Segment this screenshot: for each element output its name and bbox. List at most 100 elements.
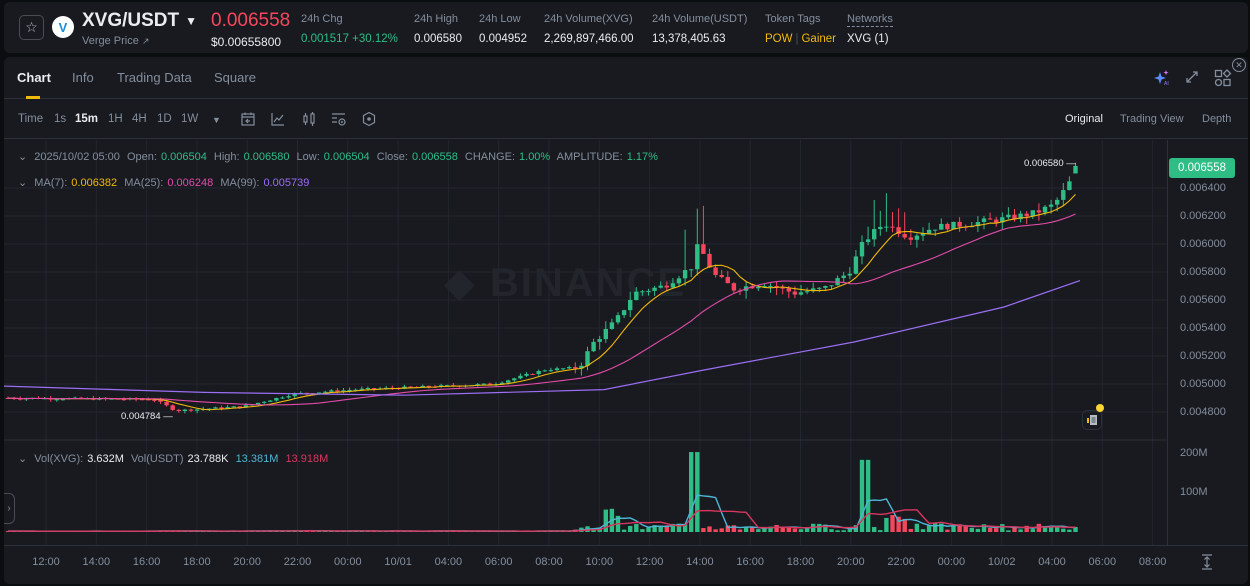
active-tab-indicator: [26, 96, 40, 99]
time-tick: 04:00: [434, 556, 463, 568]
price-tick: 0.005200: [1180, 350, 1226, 362]
svg-text:AI: AI: [1164, 81, 1169, 87]
time-tick: 10:00: [585, 556, 614, 568]
tag-pow[interactable]: POW: [765, 33, 793, 45]
time-tick: 10/01: [384, 556, 412, 568]
current-price-tag: 0.006558: [1169, 158, 1235, 178]
price-tick: 0.005800: [1180, 266, 1226, 278]
close-circle-icon[interactable]: ✕: [1232, 58, 1246, 72]
volume-axis[interactable]: 200M 100M: [1167, 440, 1248, 545]
interval-4h[interactable]: 4H: [132, 113, 147, 125]
interval-1h[interactable]: 1H: [108, 113, 123, 125]
notification-dot: [1096, 404, 1104, 412]
time-tick: 22:00: [283, 556, 312, 568]
interval-15m[interactable]: 15m: [75, 113, 99, 125]
time-tick: 18:00: [183, 556, 211, 568]
coin-name: Verge Price: [82, 35, 139, 47]
star-icon: ☆: [25, 19, 38, 35]
collapse-chevron-icon[interactable]: ⌄: [18, 151, 28, 163]
time-tick: 08:00: [1138, 556, 1167, 568]
time-tick: 08:00: [535, 556, 563, 568]
time-tick: 06:00: [484, 556, 513, 568]
hexagon-settings-icon[interactable]: [361, 111, 377, 127]
tag-gainer[interactable]: Gainer: [801, 33, 837, 45]
panel-tabs: Chart Info Trading Data Square AI ✕: [4, 57, 1248, 99]
vertical-fit-icon[interactable]: [1200, 554, 1214, 570]
time-tick: 10/02: [987, 556, 1016, 568]
chart-toolbar: Time 1s 15m 1H 4H 1D 1W ▼ Original: [4, 100, 1248, 139]
coin-price-link[interactable]: Verge Price ↗: [82, 35, 149, 47]
time-tick: 06:00: [1088, 556, 1117, 568]
collapse-chevron-icon[interactable]: ⌄: [18, 453, 28, 465]
caret-down-icon: ▼: [185, 13, 198, 28]
interval-1d[interactable]: 1D: [157, 113, 172, 125]
interval-1w[interactable]: 1W: [181, 113, 199, 125]
time-tick: 14:00: [82, 556, 111, 568]
price-tick: 0.005600: [1180, 294, 1226, 306]
collapse-chevron-icon[interactable]: ⌄: [18, 177, 28, 189]
ohlc-legend: ⌄ 2025/10/02 05:00 Open: 0.006504 High: 0.…: [18, 151, 658, 163]
price-tick: 0.006200: [1180, 210, 1226, 222]
price-tick: 0.005400: [1180, 322, 1226, 334]
tab-chart[interactable]: Chart: [17, 70, 51, 85]
price-tick: 0.005000: [1180, 378, 1226, 390]
indicators-icon[interactable]: [270, 111, 286, 127]
time-tick: 00:00: [937, 556, 966, 568]
time-tick: 12:00: [635, 556, 664, 568]
interval-time[interactable]: Time: [18, 113, 44, 125]
high-marker-label: 0.006580 —: [1024, 158, 1076, 169]
volume-tick: 200M: [1180, 447, 1208, 459]
time-axis[interactable]: 12:00 14:00 16:00 18:00 20:00 22:00 00:00 10/01…: [4, 545, 1248, 575]
time-tick: 12:00: [32, 556, 60, 568]
favorite-button[interactable]: ☆: [19, 15, 44, 40]
layout-grid-icon[interactable]: [1214, 69, 1232, 87]
more-intervals-caret-icon[interactable]: ▼: [212, 115, 221, 125]
binance-watermark: ◆ BINANCE: [444, 261, 687, 305]
ticker-header: ☆ V XVG/USDT ▼ Verge Price ↗ 0.006558 $0.…: [4, 2, 1248, 53]
chevron-right-icon: ›: [7, 503, 11, 514]
view-original[interactable]: Original: [1065, 113, 1103, 125]
token-tags: Token Tags POW | Gainer: [765, 13, 837, 45]
stat-24h-low: 24h Low 0.004952: [479, 13, 527, 45]
symbol-label: XVG/USDT: [82, 10, 180, 31]
time-tick: 20:00: [837, 556, 865, 568]
tab-info[interactable]: Info: [72, 70, 94, 85]
notes-icon: [1087, 415, 1097, 425]
expand-panel-handle[interactable]: ›: [4, 493, 15, 524]
notes-button[interactable]: [1082, 410, 1102, 430]
tab-trading-data[interactable]: Trading Data: [117, 70, 192, 85]
verge-logo-icon: V: [52, 16, 74, 38]
networks[interactable]: Networks XVG (1): [847, 13, 893, 45]
chart-settings-icon[interactable]: [331, 111, 347, 127]
stat-24h-change: 24h Chg 0.001517 +30.12%: [301, 13, 398, 45]
expand-icon[interactable]: [1184, 69, 1200, 85]
external-link-icon: ↗: [141, 36, 150, 46]
time-tick: 14:00: [686, 556, 714, 568]
last-price: 0.006558: [211, 10, 291, 31]
time-tick: 16:00: [736, 556, 764, 568]
interval-1s[interactable]: 1s: [54, 113, 67, 125]
calendar-goto-icon[interactable]: [240, 111, 256, 127]
time-tick: 22:00: [887, 556, 915, 568]
stat-24h-volume-usdt: 24h Volume(USDT) 13,378,405.63: [652, 13, 748, 45]
volume-legend: ⌄ Vol(XVG): 3.632M Vol(USDT) 23.788K 13.38…: [18, 453, 329, 465]
price-tick: 0.004800: [1180, 406, 1226, 418]
time-tick: 04:00: [1038, 556, 1066, 568]
last-price-usd: $0.00655800: [211, 35, 282, 49]
tab-square[interactable]: Square: [214, 70, 256, 85]
time-tick: 00:00: [334, 556, 362, 568]
candle-type-icon[interactable]: [301, 111, 317, 127]
low-marker-label: 0.004784 —: [121, 411, 173, 422]
symbol-selector[interactable]: XVG/USDT ▼: [82, 10, 197, 32]
chart-canvas[interactable]: ◆ BINANCE ⌄ 2025/10/02 05:00 Open: 0.0065…: [4, 140, 1248, 584]
view-depth[interactable]: Depth: [1202, 113, 1232, 125]
ai-sparkle-icon[interactable]: AI: [1153, 69, 1171, 87]
view-trading-view[interactable]: Trading View: [1120, 113, 1184, 125]
price-tick: 0.006000: [1180, 238, 1226, 250]
time-tick: 18:00: [786, 556, 815, 568]
time-tick: 16:00: [132, 556, 161, 568]
price-axis[interactable]: 0.006558 0.006400 0.006200 0.006000 0.00580…: [1167, 140, 1248, 540]
candlestick-chart[interactable]: [4, 140, 1167, 545]
stat-24h-high: 24h High 0.006580: [414, 13, 462, 45]
volume-tick: 100M: [1180, 486, 1208, 498]
